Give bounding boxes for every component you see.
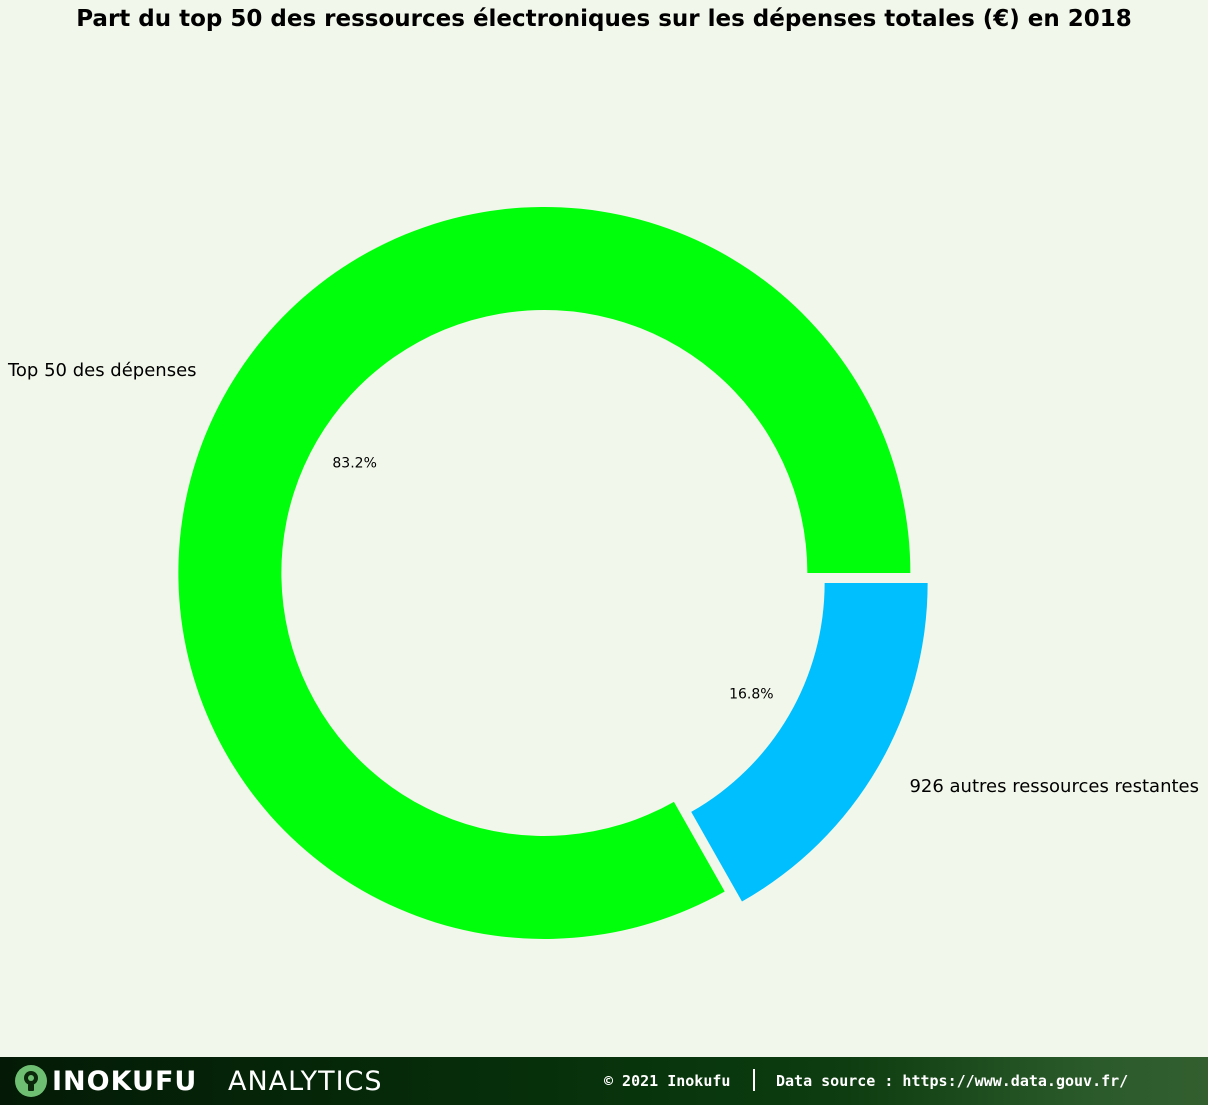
lightbulb-icon — [15, 1065, 47, 1097]
pie-slice-2 — [691, 583, 928, 902]
slice-percent-label-2: 16.8% — [729, 687, 773, 703]
slice-percent-label-1: 83.2% — [332, 455, 376, 471]
slice-category-label-1: Top 50 des dépenses — [7, 360, 197, 381]
footer-banner: INOKUFU ANALYTICS © 2021 Inokufu Data so… — [0, 1057, 1208, 1105]
slice-category-label-2: 926 autres ressources restantes — [909, 776, 1199, 797]
footer-divider — [753, 1069, 755, 1091]
copyright-text: © 2021 Inokufu — [604, 1072, 731, 1090]
chart-title: Part du top 50 des ressources électroniq… — [76, 6, 1132, 32]
data-source-text: Data source : https://www.data.gouv.fr/ — [776, 1072, 1129, 1090]
brand-suffix: ANALYTICS — [228, 1066, 383, 1097]
donut-chart: 83.2% Top 50 des dépenses 16.8% 926 autres … — [7, 206, 1199, 939]
brand-name: INOKUFU — [52, 1066, 198, 1097]
